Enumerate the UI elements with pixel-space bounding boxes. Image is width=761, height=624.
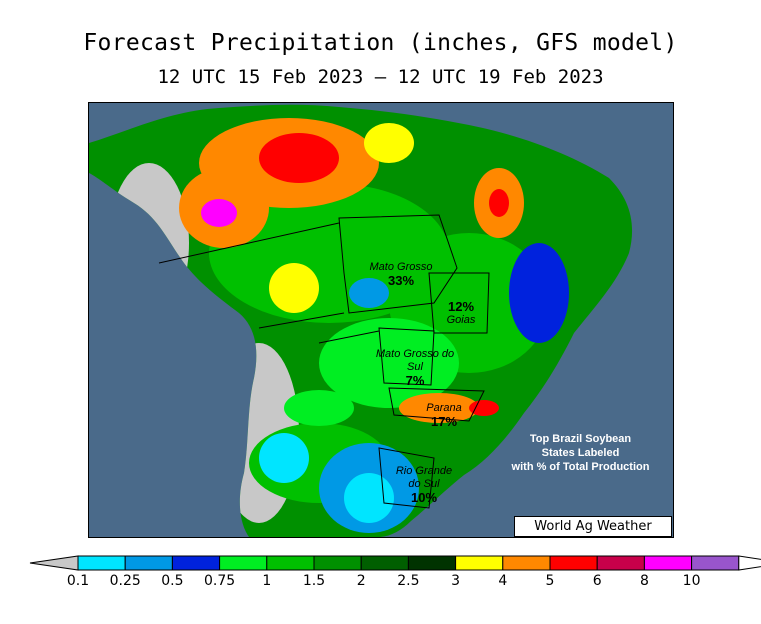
legend-swatch bbox=[77, 555, 126, 571]
legend-swatch bbox=[313, 555, 362, 571]
state-label-parana: Parana 17% bbox=[426, 402, 462, 429]
legend-swatch bbox=[596, 555, 645, 571]
legend-swatch bbox=[455, 555, 504, 571]
legend-tick-label: 0.75 bbox=[204, 573, 235, 589]
legend-tick-label: 5 bbox=[546, 573, 555, 589]
note-line-3: with % of Total Production bbox=[511, 461, 650, 473]
legend-swatch bbox=[691, 555, 740, 571]
legend-swatch bbox=[549, 555, 598, 571]
legend-tick-label: 1 bbox=[262, 573, 271, 589]
map-title: Forecast Precipitation (inches, GFS mode… bbox=[83, 30, 678, 56]
legend-tick-label: 0.1 bbox=[67, 573, 89, 589]
note-line-1: Top Brazil Soybean bbox=[529, 433, 632, 445]
legend-tick-label: 0.25 bbox=[110, 573, 141, 589]
legend-tick-label: 0.5 bbox=[161, 573, 183, 589]
legend-swatch bbox=[266, 555, 315, 571]
legend-tick-label: 3 bbox=[451, 573, 460, 589]
color-legend: 0.1 0.25 0.5 0.75 1 1.5 2 2.5 3 4 5 6 8 10 bbox=[29, 555, 761, 589]
precipitation-fields bbox=[109, 118, 569, 533]
legend-swatch bbox=[360, 555, 409, 571]
state-label-goias: 12% Goias bbox=[446, 299, 476, 326]
note-line-2: States Labeled bbox=[541, 447, 620, 459]
legend-swatch bbox=[171, 555, 221, 571]
precipitation-map: Mato Grosso 33% 12% Goias Mato Grosso do… bbox=[88, 102, 674, 538]
map-subtitle: 12 UTC 15 Feb 2023 – 12 UTC 19 Feb 2023 bbox=[157, 66, 604, 88]
state-borders bbox=[158, 214, 490, 509]
legend-tick-label: 6 bbox=[593, 573, 602, 589]
legend-swatch bbox=[643, 555, 693, 571]
legend-swatch bbox=[219, 555, 268, 571]
legend-swatch bbox=[502, 555, 551, 571]
map-canvas bbox=[89, 103, 673, 537]
state-label-mato-grosso: Mato Grosso 33% bbox=[369, 261, 433, 288]
legend-tick-label: 2 bbox=[357, 573, 366, 589]
legend-tick-label: 8 bbox=[640, 573, 649, 589]
legend-over-arrow bbox=[738, 555, 761, 571]
legend-tick-label: 4 bbox=[498, 573, 507, 589]
legend-swatch bbox=[124, 555, 173, 571]
credit-box: World Ag Weather bbox=[514, 516, 672, 537]
legend-under-arrow bbox=[29, 555, 79, 571]
soybean-note: Top Brazil Soybean States Labeled with %… bbox=[493, 432, 668, 474]
legend-tick-label: 1.5 bbox=[303, 573, 325, 589]
legend-tick-label: 2.5 bbox=[397, 573, 419, 589]
legend-swatch bbox=[407, 555, 457, 571]
state-label-mato-grosso-do-sul: Mato Grosso do Sul 7% bbox=[375, 348, 455, 388]
state-label-rio-grande-do-sul: Rio Grande do Sul 10% bbox=[395, 465, 453, 505]
legend-tick-label: 10 bbox=[683, 573, 701, 589]
